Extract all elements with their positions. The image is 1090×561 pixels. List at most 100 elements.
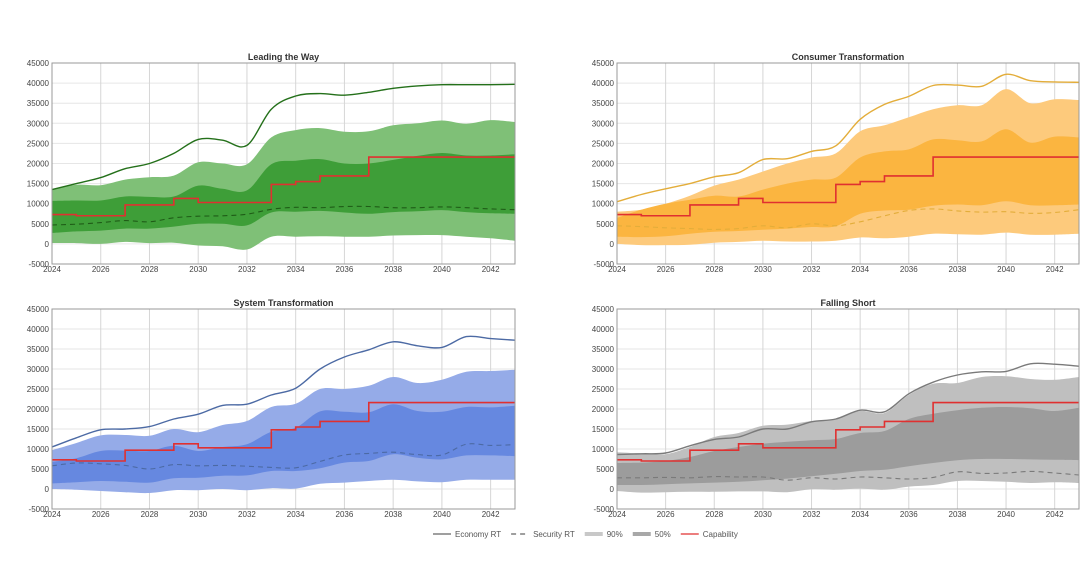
y-tick-label: 40000 [592, 79, 615, 88]
x-tick-label: 2040 [433, 265, 451, 274]
y-tick-label: 15000 [27, 180, 50, 189]
y-tick-label: 10000 [592, 445, 615, 454]
legend-item-security-rt: Security RT [511, 530, 575, 539]
y-tick-label: 45000 [592, 305, 615, 314]
x-tick-label: 2032 [238, 510, 256, 519]
y-tick-label: 40000 [592, 325, 615, 334]
y-tick-label: -5000 [29, 505, 50, 514]
legend-label: Capability [703, 530, 738, 539]
x-tick-label: 2034 [851, 510, 869, 519]
y-tick-label: 30000 [592, 119, 615, 128]
y-tick-label: 25000 [592, 385, 615, 394]
economy-rt-line [616, 362, 1080, 456]
y-tick-label: 35000 [27, 345, 50, 354]
chart-title: Falling Short [821, 298, 876, 308]
legend-item-capability: Capability [680, 530, 738, 539]
subplot-leading-the-way: -5000 0 5000 10000 15000 20000 25000 30000 35000… [27, 52, 516, 274]
x-tick-label: 2026 [657, 510, 675, 519]
band-50 [52, 404, 515, 484]
subplot-falling-short: -5000 0 5000 10000 15000 20000 25000 30000 35000… [592, 298, 1080, 519]
y-tick-label: 20000 [27, 160, 50, 169]
x-tick-label: 2036 [900, 510, 918, 519]
y-tick-label: 30000 [27, 365, 50, 374]
y-tick-label: -5000 [29, 260, 50, 269]
x-tick-label: 2026 [92, 265, 110, 274]
y-tick-label: 25000 [27, 385, 50, 394]
subplot-consumer-transformation: -5000 0 5000 10000 15000 20000 25000 30000 35000… [592, 52, 1080, 274]
chart-title: Consumer Transformation [792, 52, 905, 62]
plot-frame [616, 308, 1080, 510]
security-rt-line [616, 470, 1080, 481]
capability-line [617, 401, 1079, 462]
legend-item-90-: 90% [584, 530, 623, 539]
band-50 [52, 152, 515, 233]
x-tick-label: 2028 [141, 510, 159, 519]
x-tick-label: 2038 [949, 510, 967, 519]
x-tick-label: 2024 [43, 265, 61, 274]
x-tick-label: 2036 [336, 510, 354, 519]
capability-line [617, 156, 1079, 217]
y-tick-label: 25000 [592, 139, 615, 148]
plot-frame [616, 62, 1080, 265]
y-tick-label: 5000 [31, 220, 49, 229]
legend-label: 50% [655, 530, 671, 539]
x-tick-label: 2024 [608, 265, 626, 274]
x-tick-label: 2038 [384, 510, 402, 519]
security-rt-line [51, 443, 516, 470]
legend-label: 90% [607, 530, 623, 539]
y-tick-label: 5000 [596, 465, 614, 474]
x-tick-label: 2030 [189, 265, 207, 274]
capability-line [52, 401, 515, 462]
plot-frame [51, 308, 516, 510]
x-tick-label: 2042 [482, 510, 500, 519]
legend: Economy RT Security RT 90% 50% Capability [433, 530, 738, 539]
x-tick-label: 2042 [482, 265, 500, 274]
x-tick-label: 2026 [92, 510, 110, 519]
legend-label: Security RT [533, 530, 575, 539]
y-tick-label: 45000 [27, 59, 50, 68]
x-tick-label: 2024 [608, 510, 626, 519]
y-tick-label: 20000 [592, 405, 615, 414]
y-tick-label: 35000 [592, 345, 615, 354]
plot-frame [51, 62, 516, 265]
y-tick-label: 45000 [27, 305, 50, 314]
x-tick-label: 2028 [705, 510, 723, 519]
x-tick-label: 2036 [336, 265, 354, 274]
x-tick-label: 2040 [997, 265, 1015, 274]
x-tick-label: 2032 [238, 265, 256, 274]
x-tick-label: 2032 [803, 265, 821, 274]
y-tick-label: 10000 [27, 200, 50, 209]
x-tick-label: 2026 [657, 265, 675, 274]
y-tick-label: 10000 [592, 200, 615, 209]
capability-line [52, 156, 515, 217]
y-tick-label: 40000 [27, 325, 50, 334]
y-tick-label: 0 [45, 240, 50, 249]
x-tick-label: 2042 [1046, 510, 1064, 519]
chart-title: System Transformation [233, 298, 333, 308]
x-tick-label: 2024 [43, 510, 61, 519]
y-tick-label: 45000 [592, 59, 615, 68]
y-tick-label: 10000 [27, 445, 50, 454]
y-tick-label: 30000 [592, 365, 615, 374]
y-tick-label: 15000 [592, 180, 615, 189]
x-tick-label: 2034 [287, 510, 305, 519]
y-tick-label: 5000 [596, 220, 614, 229]
x-tick-label: 2034 [851, 265, 869, 274]
y-tick-label: 5000 [31, 465, 49, 474]
x-tick-label: 2038 [949, 265, 967, 274]
y-tick-label: -5000 [594, 505, 615, 514]
x-tick-label: 2030 [754, 510, 772, 519]
economy-rt-line [51, 83, 516, 191]
y-tick-label: 15000 [27, 425, 50, 434]
subplot-system-transformation: -5000 0 5000 10000 15000 20000 25000 30000 35000… [27, 298, 516, 519]
y-tick-label: 15000 [592, 425, 615, 434]
chart-title: Leading the Way [248, 52, 319, 62]
legend-label: Economy RT [455, 530, 501, 539]
band-50 [617, 406, 1079, 486]
x-tick-label: 2030 [189, 510, 207, 519]
economy-rt-line [616, 73, 1080, 203]
x-tick-label: 2038 [384, 265, 402, 274]
y-tick-label: 35000 [27, 99, 50, 108]
y-tick-label: 20000 [27, 405, 50, 414]
